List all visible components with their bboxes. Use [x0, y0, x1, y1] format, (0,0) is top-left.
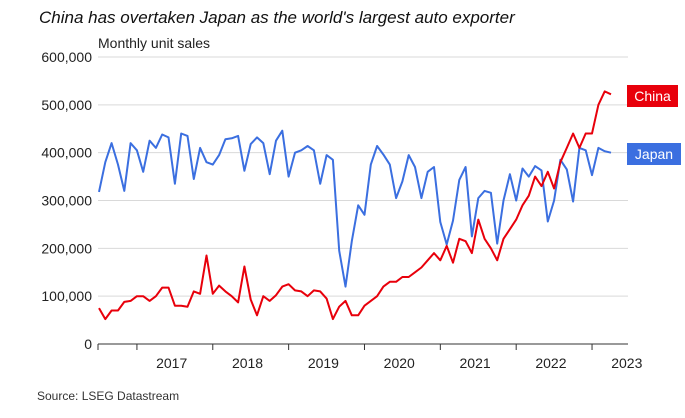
y-tick-label: 200,000	[41, 240, 92, 256]
y-tick-label: 100,000	[41, 288, 92, 304]
y-axis-label: Monthly unit sales	[98, 35, 210, 51]
legend-label-japan: Japan	[635, 146, 673, 162]
x-tick-label: 2018	[232, 355, 263, 371]
x-tick-label: 2021	[460, 355, 491, 371]
x-tick-label: 2019	[308, 355, 339, 371]
x-tick-label: 2023	[611, 355, 642, 371]
x-tick-label: 2022	[535, 355, 566, 371]
y-tick-label: 600,000	[41, 49, 92, 65]
y-tick-label: 400,000	[41, 145, 92, 161]
series-line-china	[98, 90, 612, 321]
legend-label-china: China	[634, 88, 671, 104]
legend-box-japan	[627, 143, 681, 165]
chart-title: China has overtaken Japan as the world's…	[39, 8, 515, 27]
y-tick-label: 0	[84, 336, 92, 352]
series-line-japan	[98, 129, 612, 288]
y-tick-label: 300,000	[41, 193, 92, 209]
x-tick-label: 2020	[384, 355, 415, 371]
source-note: Source: LSEG Datastream	[37, 389, 180, 403]
x-tick-label: 2017	[156, 355, 187, 371]
legend-box-china	[627, 85, 678, 107]
y-tick-label: 500,000	[41, 97, 92, 113]
